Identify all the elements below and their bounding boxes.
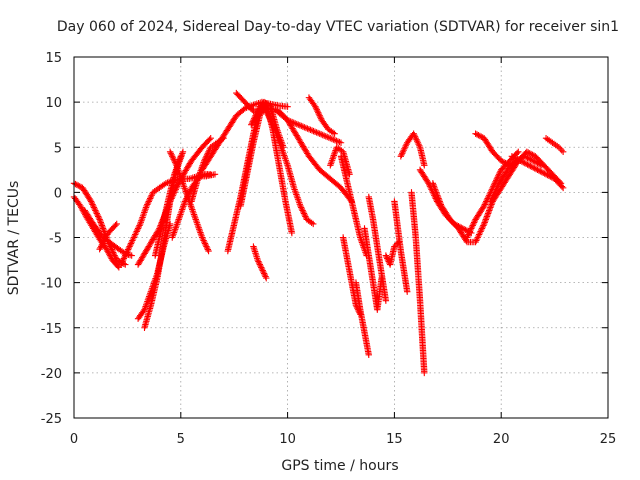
y-tick-label: -10 (41, 277, 62, 292)
axis-ticks: 0 5 10 15 20 25 -25 -20 -15 -10 -5 0 5 10 15 (41, 51, 617, 447)
data-series (542, 135, 567, 155)
data-series (188, 135, 227, 205)
data-points (70, 89, 567, 377)
x-axis-label: GPS time / hours (281, 458, 398, 474)
data-series (233, 89, 345, 146)
point-markers (273, 107, 355, 205)
y-tick-label: -5 (49, 232, 62, 247)
chart-title: Day 060 of 2024, Sidereal Day-to-day VTE… (57, 19, 619, 35)
data-series (382, 238, 402, 268)
point-markers (391, 198, 411, 295)
y-tick-label: -15 (41, 322, 62, 337)
point-markers (96, 220, 120, 253)
x-tick-label: 0 (70, 432, 78, 447)
point-markers (166, 148, 212, 255)
data-series (352, 279, 372, 359)
y-tick-label: 15 (45, 51, 62, 66)
data-series (463, 148, 522, 241)
data-series (273, 107, 355, 205)
data-series (250, 243, 270, 282)
y-tick-label: -25 (41, 412, 62, 427)
x-tick-label: 10 (279, 432, 296, 447)
data-series (416, 166, 475, 237)
y-tick-label: 10 (45, 96, 62, 111)
data-series (96, 220, 120, 253)
point-markers (361, 225, 385, 313)
y-tick-label: 0 (54, 186, 62, 201)
point-markers (258, 98, 317, 228)
point-markers (542, 135, 567, 155)
y-axis-label: SDTVAR / TECUs (6, 181, 22, 296)
point-markers (233, 89, 345, 146)
data-series (397, 130, 428, 169)
data-series (408, 189, 428, 377)
point-markers (408, 189, 428, 377)
x-tick-label: 25 (600, 432, 617, 447)
x-tick-label: 20 (493, 432, 510, 447)
y-tick-label: 5 (54, 141, 62, 156)
data-series (361, 225, 385, 313)
data-series (327, 144, 353, 178)
data-series (258, 98, 317, 228)
point-markers (305, 94, 338, 137)
x-tick-label: 5 (177, 432, 185, 447)
point-markers (337, 153, 370, 259)
point-markers (327, 144, 353, 178)
point-markers (352, 279, 372, 359)
data-series (391, 198, 411, 295)
data-series (305, 94, 338, 137)
y-tick-label: -20 (41, 367, 62, 382)
data-series (498, 148, 565, 192)
point-markers (416, 166, 475, 237)
data-series (337, 153, 370, 259)
x-tick-label: 15 (386, 432, 403, 447)
point-markers (498, 148, 565, 192)
point-markers (463, 148, 522, 241)
point-markers (397, 130, 428, 169)
point-markers (382, 238, 402, 268)
data-series (166, 148, 212, 255)
point-markers (250, 243, 270, 282)
point-markers (188, 135, 227, 205)
